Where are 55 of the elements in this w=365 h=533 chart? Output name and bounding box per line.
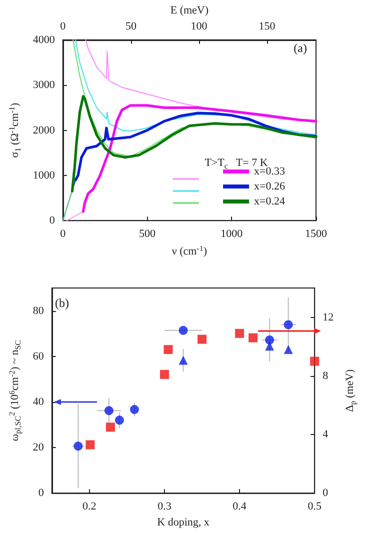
point	[164, 345, 173, 354]
y-tick-label: 0	[49, 214, 56, 227]
x2-tick-label: 150	[258, 20, 276, 32]
y-axis-title: σ1 (Ω-1cm-1)	[8, 102, 22, 158]
x2-tick-label: 100	[190, 20, 208, 32]
x-tick-label: 1500	[305, 228, 328, 240]
legend-label: x=0.26	[254, 180, 286, 192]
point	[160, 370, 169, 379]
y-tick-label: 1000	[32, 169, 56, 182]
x-tick-label: 500	[139, 228, 156, 240]
x2-axis-title: E (meV)	[170, 4, 209, 16]
point	[178, 356, 188, 365]
point	[265, 342, 274, 351]
point	[248, 333, 258, 342]
annotation: (a)	[294, 41, 308, 55]
y-tick-label: 20	[32, 442, 44, 454]
point	[265, 335, 274, 344]
point	[198, 334, 207, 344]
x-tick-label: 0.4	[232, 500, 247, 513]
x2-tick-label: 0	[60, 20, 66, 32]
point	[104, 406, 114, 416]
y-tick-label: 60	[32, 350, 44, 362]
y2-tick-label: 8	[322, 370, 329, 382]
x-tick-label: 0	[60, 228, 66, 240]
point	[106, 422, 115, 432]
point	[310, 356, 320, 366]
y2-tick-label: 12	[322, 311, 334, 324]
point	[74, 442, 83, 451]
point	[114, 416, 124, 425]
x-tick-label: 0.2	[82, 500, 96, 513]
y-tick-label: 0	[38, 487, 44, 500]
point	[86, 440, 95, 450]
y-tick-label: 2000	[32, 124, 56, 136]
x-axis-title: K doping, x	[157, 516, 210, 528]
point	[284, 345, 293, 354]
x-tick-label: 0.5	[308, 500, 322, 513]
line-series	[70, 95, 318, 193]
legend-label: x=0.24	[254, 196, 286, 208]
x-tick-label: 0.3	[158, 500, 172, 513]
x-tick-label: 1000	[220, 228, 244, 240]
annotation: (b)	[55, 296, 69, 310]
line-series	[82, 104, 318, 213]
y-tick-label: 80	[32, 304, 44, 317]
y2-tick-label: 0	[322, 487, 329, 500]
point	[178, 326, 188, 335]
point	[284, 320, 293, 330]
y-tick-label: 3000	[32, 79, 56, 92]
point	[235, 328, 244, 338]
text: ωpl,SC2 (106cm-2) ~ nSC	[8, 340, 22, 442]
y-tick-label: 40	[32, 396, 44, 408]
point	[130, 404, 139, 414]
y2-tick-label: 4	[322, 428, 329, 440]
y-tick-label: 4000	[32, 34, 56, 46]
x2-tick-label: 50	[125, 20, 137, 32]
y2-axis-title: Δp (meV)	[344, 368, 358, 412]
